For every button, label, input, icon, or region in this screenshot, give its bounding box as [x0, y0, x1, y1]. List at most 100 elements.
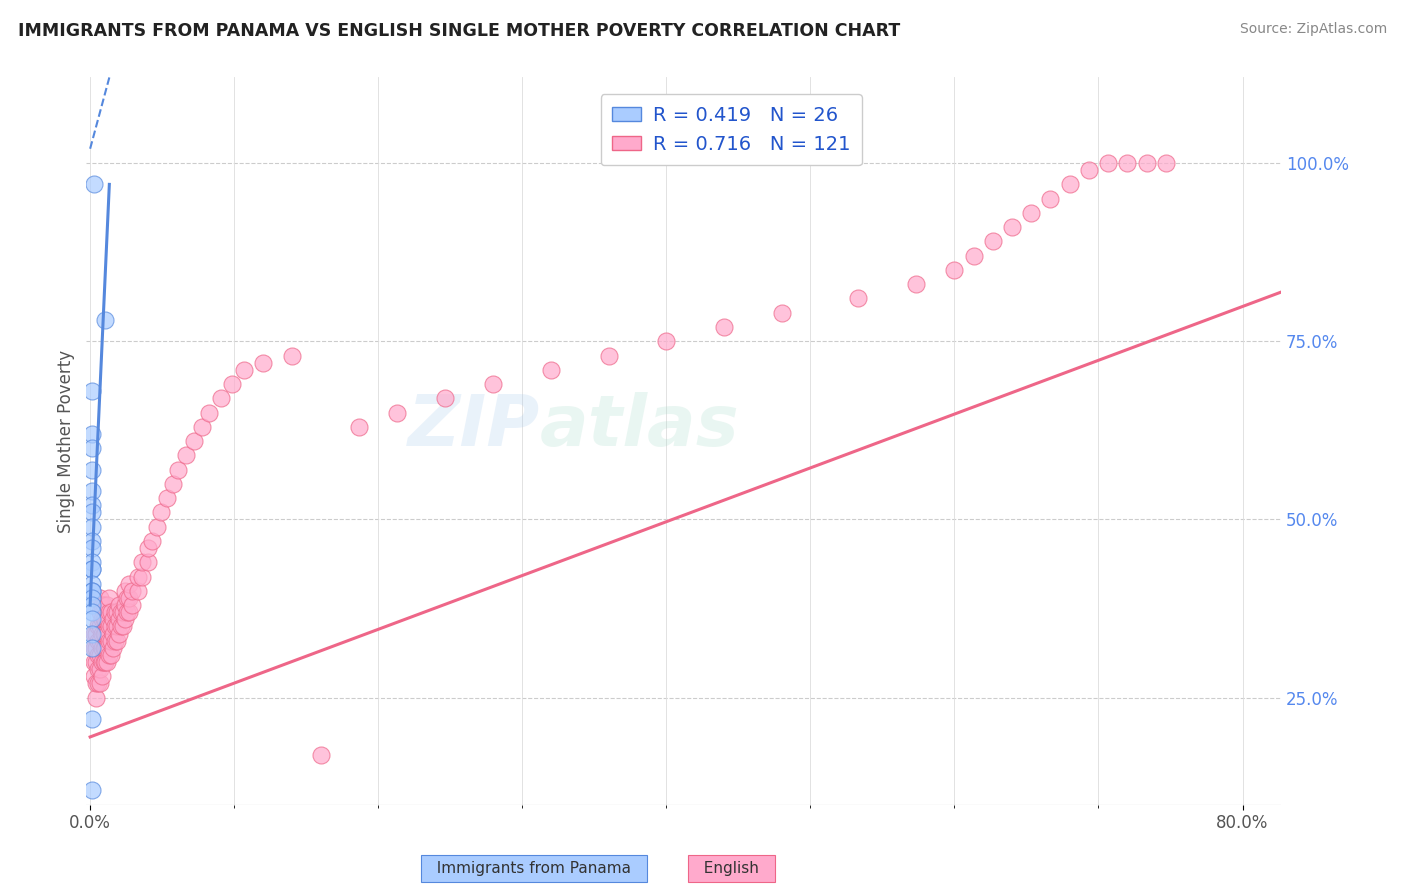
- Point: [98, 591, 121, 605]
- Point: [87, 662, 110, 676]
- Point: [89, 591, 111, 605]
- Point: [136, 555, 159, 569]
- Point: [94, 626, 117, 640]
- Point: [1154, 156, 1177, 170]
- Point: [87, 676, 110, 690]
- Point: [162, 476, 184, 491]
- Point: [90, 598, 112, 612]
- Point: [80, 498, 103, 512]
- Point: [80, 583, 103, 598]
- Point: [89, 662, 111, 676]
- Point: [943, 263, 966, 277]
- Point: [655, 334, 678, 349]
- Point: [80, 441, 103, 455]
- Point: [167, 462, 190, 476]
- Point: [94, 313, 117, 327]
- Point: [84, 690, 107, 705]
- Point: [104, 605, 127, 619]
- Point: [183, 434, 205, 448]
- Point: [96, 626, 118, 640]
- Point: [713, 320, 735, 334]
- Point: [83, 655, 105, 669]
- Point: [111, 605, 134, 619]
- Point: [281, 349, 304, 363]
- Point: [905, 277, 928, 292]
- Point: [93, 655, 115, 669]
- Point: [252, 356, 274, 370]
- Point: [1077, 163, 1099, 178]
- Point: [1019, 206, 1042, 220]
- Point: [221, 377, 243, 392]
- Text: Source: ZipAtlas.com: Source: ZipAtlas.com: [1240, 22, 1388, 37]
- Point: [90, 655, 112, 669]
- Point: [87, 648, 110, 662]
- Point: [89, 619, 111, 633]
- Point: [1001, 220, 1024, 235]
- Point: [93, 640, 115, 655]
- Point: [114, 598, 136, 612]
- Point: [127, 569, 149, 583]
- Point: [121, 598, 143, 612]
- Point: [80, 555, 103, 569]
- Point: [80, 562, 103, 576]
- Point: [105, 619, 128, 633]
- Point: [93, 598, 115, 612]
- Point: [93, 612, 115, 626]
- Point: [174, 448, 197, 462]
- Point: [80, 541, 103, 555]
- Point: [110, 605, 132, 619]
- Point: [482, 377, 505, 392]
- Point: [98, 619, 121, 633]
- Point: [131, 555, 153, 569]
- Point: [89, 648, 111, 662]
- Point: [156, 491, 179, 505]
- Legend: R = 0.419   N = 26, R = 0.716   N = 121: R = 0.419 N = 26, R = 0.716 N = 121: [600, 95, 862, 166]
- Point: [100, 605, 122, 619]
- Point: [101, 612, 124, 626]
- Point: [117, 605, 139, 619]
- Point: [80, 583, 103, 598]
- Point: [89, 605, 111, 619]
- Point: [80, 626, 103, 640]
- Point: [80, 483, 103, 498]
- Point: [1059, 178, 1081, 192]
- Point: [94, 612, 117, 626]
- Point: [90, 640, 112, 655]
- Point: [89, 676, 111, 690]
- Point: [232, 363, 254, 377]
- Point: [1097, 156, 1119, 170]
- Point: [96, 640, 118, 655]
- Point: [80, 426, 103, 441]
- Point: [101, 640, 124, 655]
- Point: [150, 505, 173, 519]
- Point: [96, 655, 118, 669]
- Point: [141, 533, 163, 548]
- Point: [80, 783, 103, 797]
- Point: [104, 633, 127, 648]
- Point: [80, 505, 103, 519]
- Point: [114, 583, 136, 598]
- Point: [89, 633, 111, 648]
- Point: [115, 591, 138, 605]
- Point: [80, 612, 103, 626]
- Point: [848, 292, 870, 306]
- Point: [94, 655, 117, 669]
- Text: English: English: [693, 861, 769, 876]
- Point: [115, 605, 138, 619]
- Point: [100, 648, 122, 662]
- Point: [83, 640, 105, 655]
- Point: [434, 392, 457, 406]
- Point: [387, 405, 409, 419]
- Point: [87, 619, 110, 633]
- Point: [80, 598, 103, 612]
- Point: [131, 569, 153, 583]
- Point: [190, 419, 212, 434]
- Point: [598, 349, 620, 363]
- Point: [347, 419, 370, 434]
- Point: [80, 712, 103, 726]
- Point: [94, 640, 117, 655]
- Point: [90, 626, 112, 640]
- Point: [121, 583, 143, 598]
- Point: [540, 363, 562, 377]
- Point: [981, 235, 1004, 249]
